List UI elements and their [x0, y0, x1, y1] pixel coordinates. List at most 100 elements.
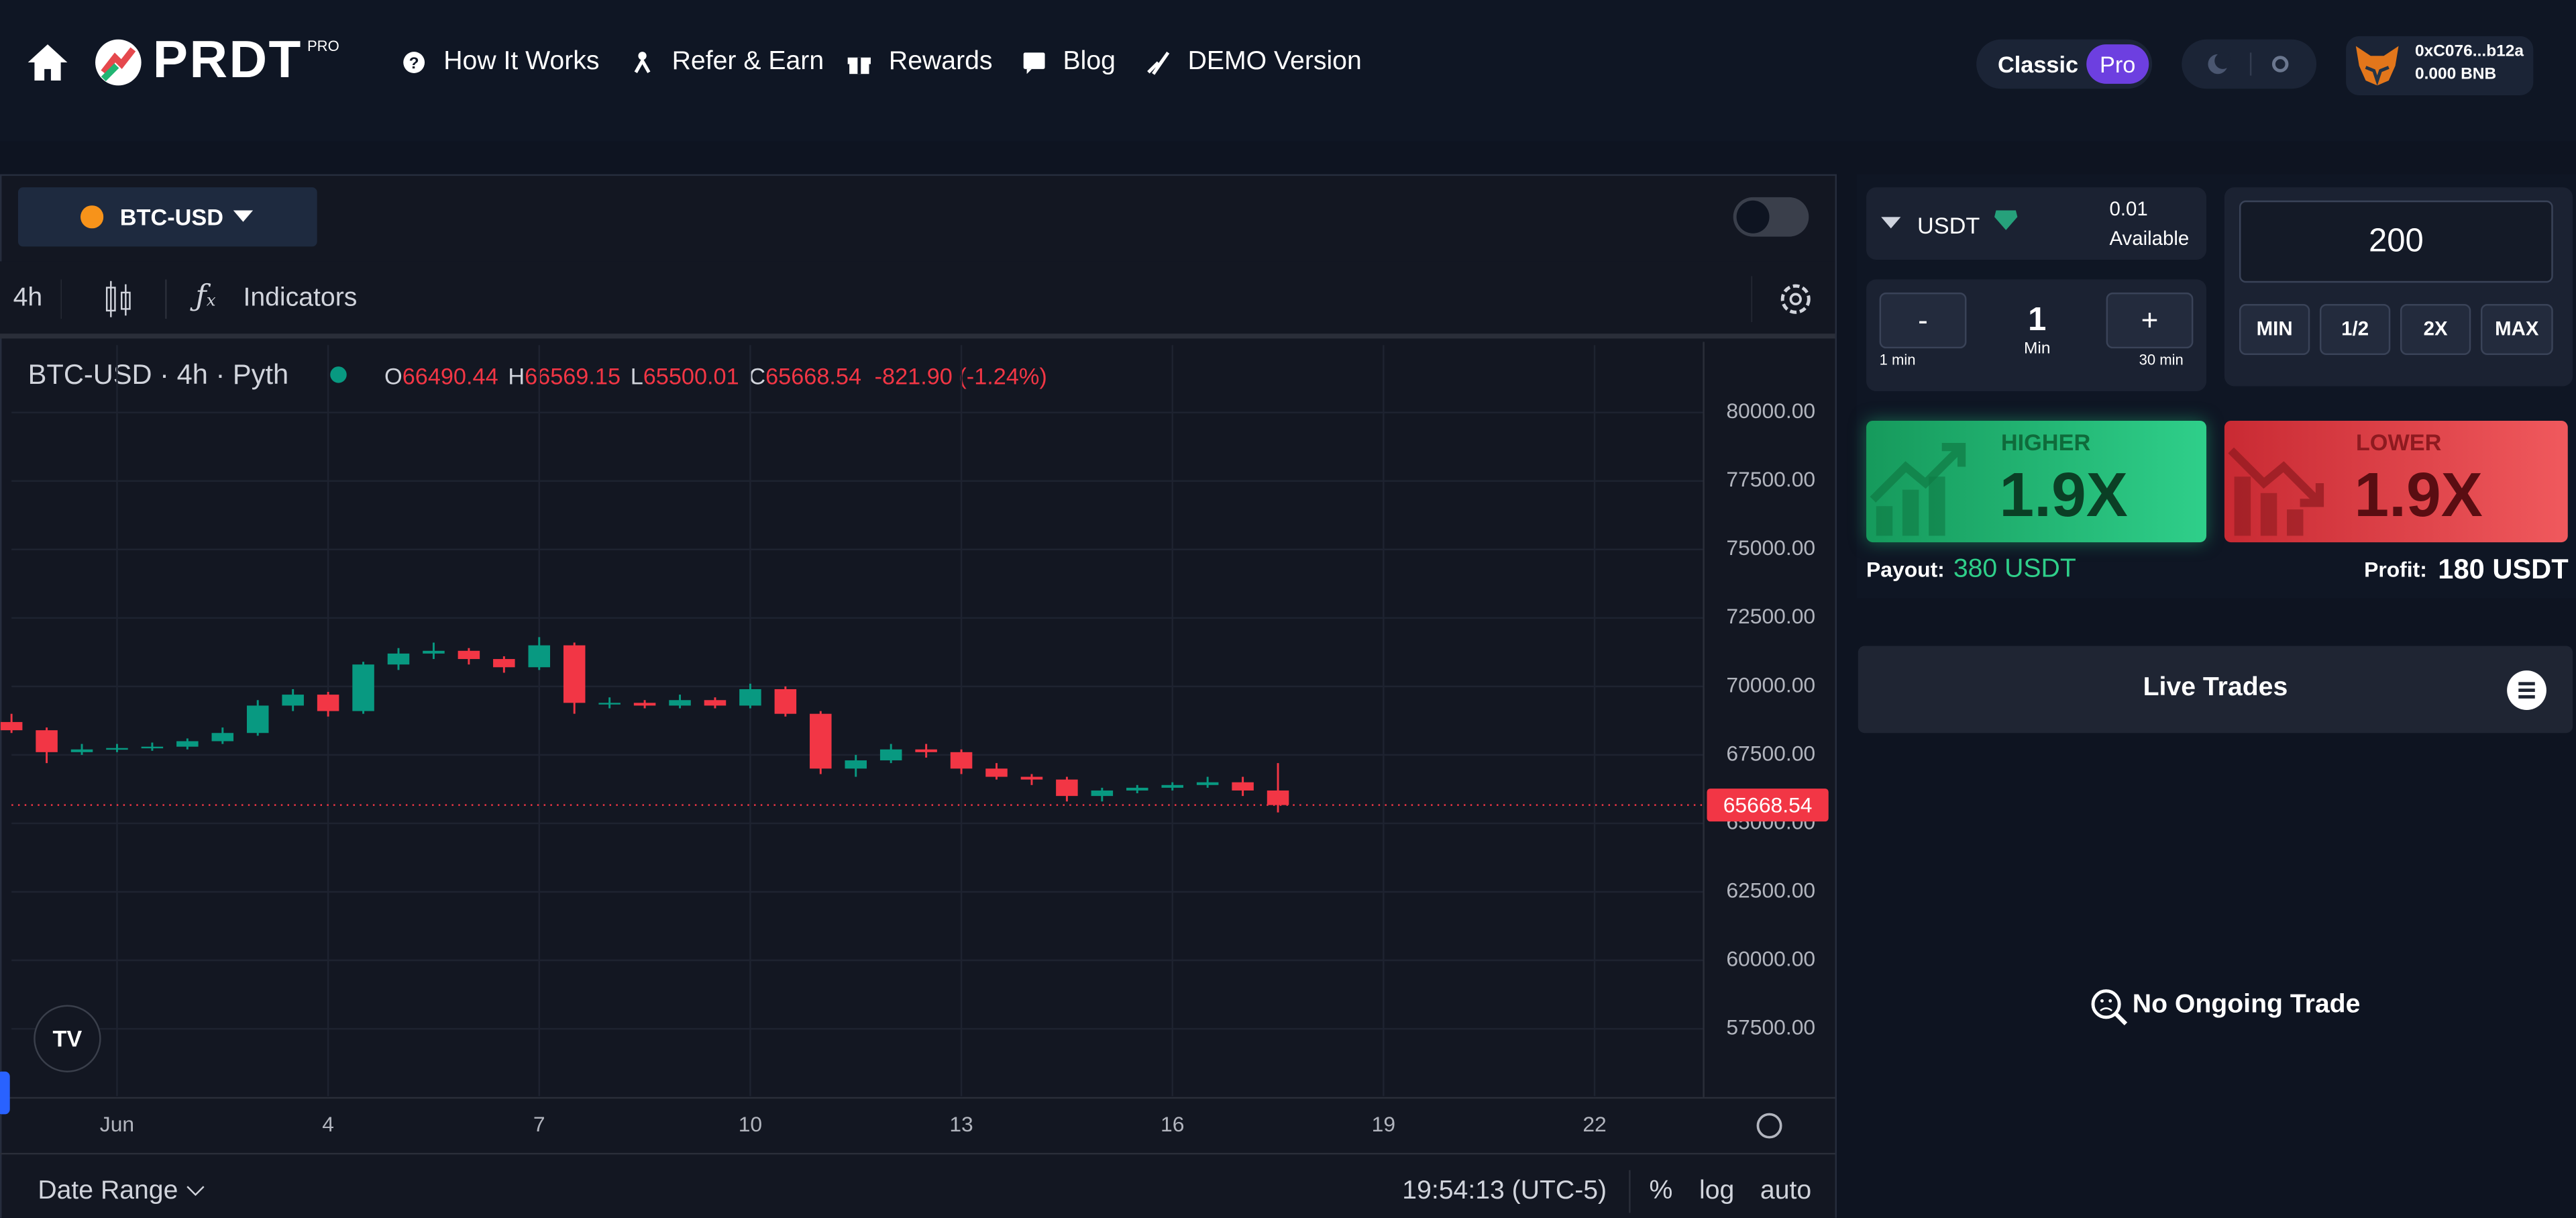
legend-value: 66490.44	[402, 364, 498, 389]
nav-link[interactable]: DEMO Version	[1187, 48, 1362, 76]
usdt-icon	[1994, 210, 2018, 230]
wallet-icon	[2355, 46, 2399, 86]
ohlc-legend: O66490.44 H66569.15 L65500.01 C65668.54 -821…	[384, 364, 1047, 389]
candle-body	[246, 705, 269, 733]
nav-link[interactable]: Blog	[1063, 48, 1116, 76]
candle-body	[1232, 782, 1254, 791]
candle-body	[1267, 790, 1289, 805]
candle-body	[176, 741, 199, 747]
interval[interactable]: 4h	[13, 284, 43, 313]
nav-link[interactable]: Rewards	[888, 48, 993, 76]
time-decrease[interactable]: -	[1879, 292, 1967, 349]
live-dot	[330, 366, 347, 383]
settings-icon[interactable]	[1751, 276, 1817, 323]
legend-value: 65668.54	[765, 364, 861, 389]
lower-button[interactable]	[2224, 420, 2568, 543]
clock: 19:54:13 (UTC-5)	[1402, 1176, 1607, 1205]
time-value: 1	[2028, 302, 2047, 339]
amount-button[interactable]: 2X	[2400, 304, 2471, 355]
candle-body	[563, 645, 586, 703]
x-tick-label: 4	[322, 1112, 334, 1136]
candle-body	[458, 650, 480, 660]
lower-icon	[2228, 447, 2324, 536]
y-tick-label: 57500.00	[1726, 1015, 1815, 1039]
list-icon[interactable]	[2506, 669, 2548, 712]
legend-key: H	[508, 364, 525, 389]
payout: 380 USDT	[1953, 555, 2076, 584]
candle-body	[739, 689, 761, 706]
scale-option[interactable]: auto	[1760, 1176, 1811, 1205]
candle-body	[423, 650, 445, 654]
y-tick-label: 70000.00	[1726, 672, 1815, 697]
mode-classic[interactable]: Classic	[1997, 50, 2079, 78]
time-unit: Min	[2023, 340, 2051, 358]
scale-option[interactable]: %	[1649, 1176, 1672, 1205]
live-trades-title: Live Trades	[2143, 674, 2288, 702]
legend-key: O	[384, 364, 402, 389]
x-tick-label: 13	[949, 1112, 973, 1136]
nav-link[interactable]: How It Works	[443, 48, 600, 76]
x-tick-label: 7	[533, 1112, 545, 1136]
amount-button[interactable]: MIN	[2239, 304, 2310, 355]
candle-body	[950, 752, 973, 769]
candle-body	[704, 700, 727, 706]
legend-value: 66569.15	[525, 364, 621, 389]
toggle-knob	[1736, 200, 1770, 234]
currency-box[interactable]	[1866, 187, 2206, 260]
nav-icon: ?	[403, 52, 425, 73]
indicators-button[interactable]: Indicators	[243, 284, 358, 313]
mode-pro[interactable]: Pro	[2086, 44, 2149, 84]
balance-label: Available	[2109, 226, 2190, 250]
axis-settings[interactable]	[1756, 1113, 1782, 1139]
higher-label: HIGHER	[2000, 429, 2091, 456]
candle-body	[633, 703, 656, 706]
wallet-address: 0xC076...b12a	[2415, 42, 2524, 61]
candle-body	[1056, 779, 1078, 797]
tv-logo-text: TV	[53, 1026, 83, 1052]
svg-text:?: ?	[409, 54, 419, 72]
candle-body	[669, 700, 691, 706]
chart-toolbar	[0, 261, 1835, 339]
theme-switch[interactable]	[2182, 39, 2317, 89]
home-icon[interactable]	[26, 41, 69, 84]
candle-body	[528, 645, 551, 668]
candle-body	[1091, 790, 1114, 797]
side-tab[interactable]	[0, 1071, 10, 1115]
date-range-caret	[186, 1186, 205, 1197]
nav-icon	[1147, 51, 1170, 75]
live-trades-bar[interactable]	[1858, 646, 2573, 733]
candle-body	[810, 713, 832, 769]
date-range[interactable]: Date Range	[38, 1176, 178, 1205]
amount-button[interactable]: MAX	[2480, 304, 2553, 355]
nav-icon	[1023, 52, 1045, 74]
x-tick-label: 22	[1582, 1112, 1606, 1136]
legend-key: L	[631, 364, 643, 389]
candle-body	[915, 749, 937, 752]
time-max-label: 30 min	[2139, 352, 2184, 368]
symbol-selector[interactable]	[17, 187, 317, 247]
time-min-label: 1 min	[1879, 352, 1916, 368]
toolbar-icons	[60, 279, 167, 319]
time-increase[interactable]: +	[2106, 292, 2194, 349]
y-tick-label: 62500.00	[1726, 878, 1815, 902]
y-tick-label: 75000.00	[1726, 536, 1815, 560]
profit-label: Profit:	[2364, 557, 2427, 582]
amount-button[interactable]: 1/2	[2319, 304, 2391, 355]
toggle[interactable]	[1733, 197, 1809, 237]
amount-input[interactable]: 200	[2239, 200, 2553, 283]
candle-body	[1161, 784, 1183, 788]
brand-badge: PRO	[307, 38, 339, 54]
scale-option[interactable]: log	[1699, 1176, 1734, 1205]
candle-body	[211, 733, 234, 742]
profit: 180 USDT	[2438, 554, 2569, 585]
lower-multiplier: 1.9X	[2354, 462, 2483, 531]
candle-body	[1020, 776, 1043, 780]
price-chart: BTC-USD · 4h · Pyth O66490.44 H66569.15 L6…	[0, 342, 1835, 1213]
nav-icon	[634, 52, 651, 73]
symbol[interactable]: BTC-USD	[119, 203, 224, 230]
candle-body	[845, 760, 867, 769]
x-tick-label: 19	[1372, 1112, 1395, 1136]
candle-body	[141, 746, 164, 749]
nav-link[interactable]: Refer & Earn	[672, 48, 824, 76]
